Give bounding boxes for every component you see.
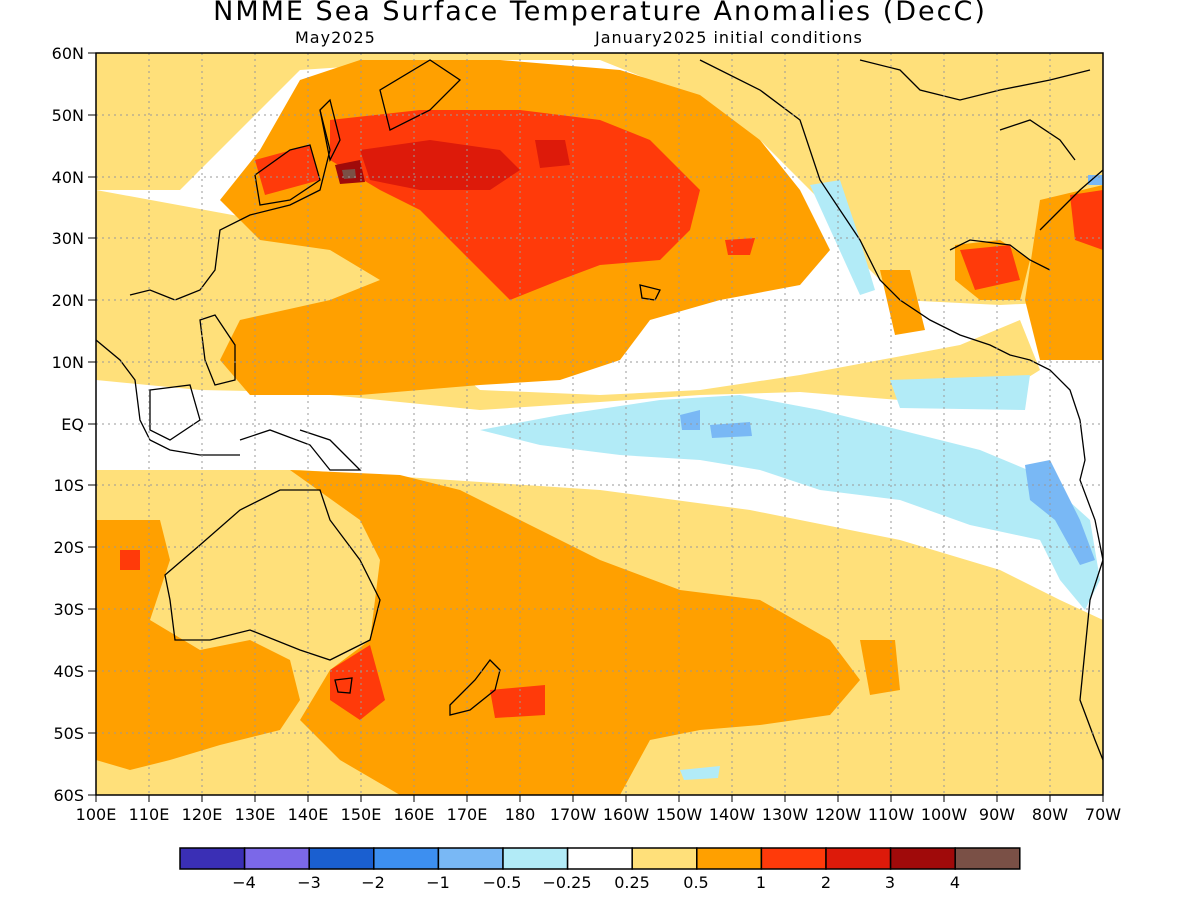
lat-label: 40S	[53, 662, 84, 681]
lat-label: 60S	[53, 786, 84, 805]
colorbar-swatch	[631, 847, 698, 870]
colorbar-swatch	[825, 847, 892, 870]
sst-anomaly-field	[96, 53, 1103, 795]
colorbar: −4 −3 −2 −1 −0.5 −0.25 0.25 0.5 1 2 3 4	[179, 847, 1021, 892]
lon-label: 100E	[76, 805, 117, 824]
lon-label: 100W	[921, 805, 968, 824]
lat-label: EQ	[61, 415, 84, 434]
colorbar-label: 0.25	[614, 873, 650, 892]
map-title: NMME Sea Surface Temperature Anomalies (…	[213, 0, 987, 27]
lon-label: 170E	[447, 805, 488, 824]
colorbar-swatch	[308, 847, 375, 870]
lon-label: 160E	[394, 805, 435, 824]
lat-label: 10S	[53, 476, 84, 495]
lat-label: 60N	[52, 44, 84, 63]
lon-label: 180	[505, 805, 536, 824]
lat-label: 50N	[52, 106, 84, 125]
colorbar-swatch	[437, 847, 504, 870]
colorbar-label: −1	[426, 873, 450, 892]
lon-label: 70W	[1085, 805, 1121, 824]
coastlines	[96, 59, 1103, 761]
lon-label: 120W	[815, 805, 862, 824]
graticule	[96, 53, 1103, 795]
lat-label: 30N	[52, 229, 84, 248]
anomaly-region-neg0.5	[680, 175, 1103, 565]
lon-label: 170W	[550, 805, 597, 824]
colorbar-label: −0.25	[542, 873, 591, 892]
lon-label: 140E	[288, 805, 329, 824]
anomaly-region-4	[342, 169, 356, 179]
lon-label: 130E	[235, 805, 276, 824]
initial-conditions: January2025 initial conditions	[595, 28, 863, 47]
lon-label: 150E	[341, 805, 382, 824]
lon-label: 80W	[1032, 805, 1068, 824]
anomaly-region-neg0.25	[480, 180, 1100, 780]
lat-label: 20N	[52, 291, 84, 310]
lat-label: 40N	[52, 168, 84, 187]
latitude-axis: 60N 50N 40N 30N 20N 10N EQ 10S 20S 30S 4…	[52, 44, 96, 805]
colorbar-swatch	[373, 847, 440, 870]
colorbar-label: 3	[885, 873, 895, 892]
colorbar-swatch	[179, 847, 246, 870]
colorbar-label: 4	[950, 873, 960, 892]
lon-label: 120E	[182, 805, 223, 824]
forecast-month: May2025	[295, 28, 376, 47]
colorbar-label: −3	[297, 873, 321, 892]
lat-label: 30S	[53, 600, 84, 619]
lat-label: 20S	[53, 538, 84, 557]
lon-label: 110E	[129, 805, 170, 824]
colorbar-swatch	[566, 847, 633, 870]
colorbar-label: −2	[361, 873, 385, 892]
lon-label: 130W	[762, 805, 809, 824]
colorbar-label: −0.5	[483, 873, 522, 892]
lon-label: 140W	[709, 805, 756, 824]
colorbar-label: 0.5	[683, 873, 708, 892]
lon-label: 110W	[868, 805, 915, 824]
colorbar-swatch	[760, 847, 827, 870]
colorbar-swatch	[889, 847, 956, 870]
colorbar-swatch	[954, 847, 1021, 870]
colorbar-label: 2	[821, 873, 831, 892]
lat-label: 50S	[53, 724, 84, 743]
lat-label: 10N	[52, 353, 84, 372]
lon-label: 150W	[656, 805, 703, 824]
colorbar-swatch	[243, 847, 310, 870]
longitude-axis: 100E 110E 120E 130E 140E 150E 160E 170E …	[76, 795, 1121, 824]
colorbar-label: 1	[756, 873, 766, 892]
lon-label: 160W	[603, 805, 650, 824]
lon-label: 90W	[979, 805, 1015, 824]
colorbar-swatch	[502, 847, 569, 870]
colorbar-label: −4	[232, 873, 256, 892]
colorbar-swatch	[696, 847, 763, 870]
